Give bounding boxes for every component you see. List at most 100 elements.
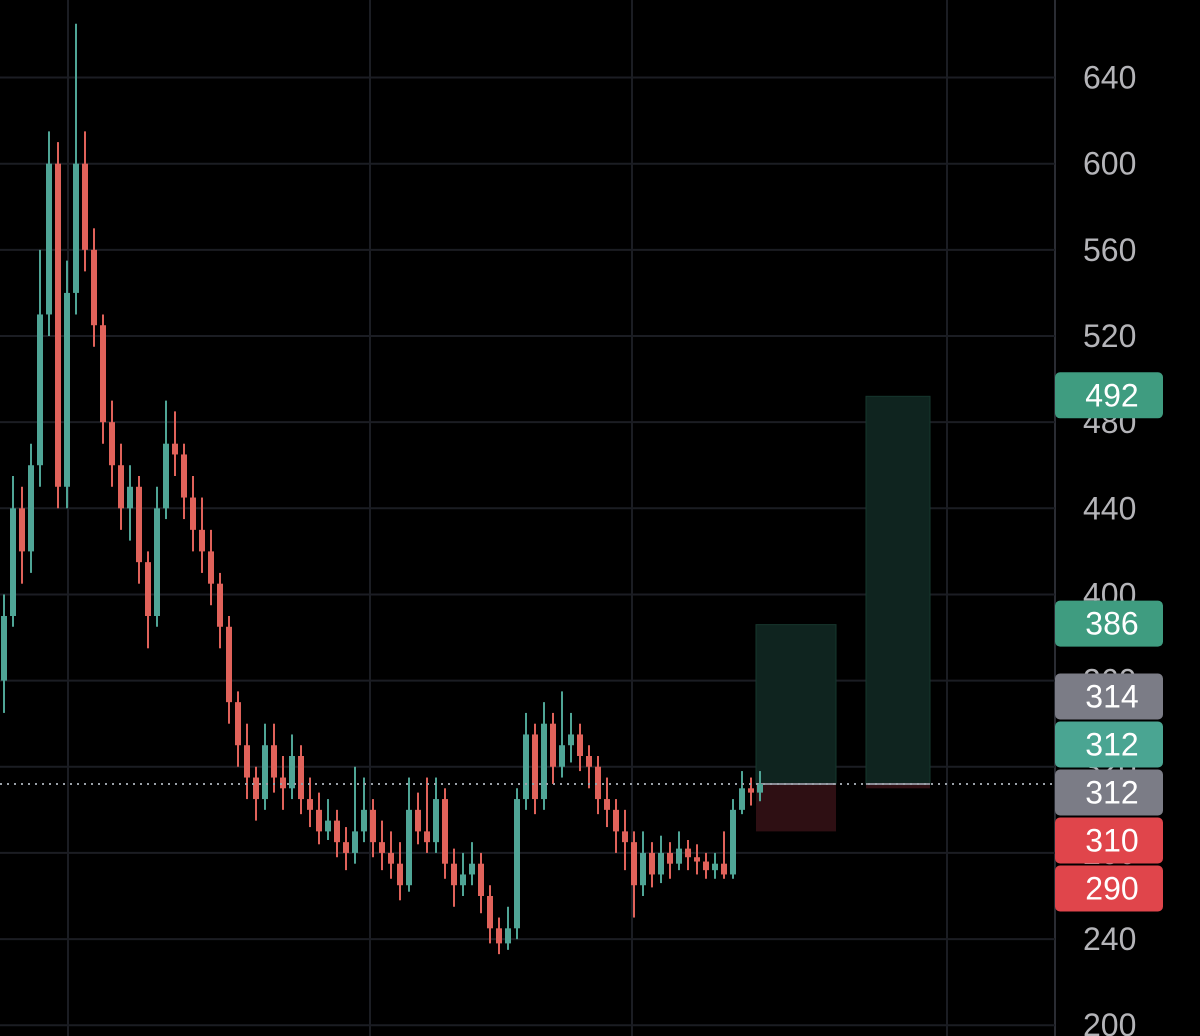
- candle-body: [685, 848, 691, 858]
- candle-body: [604, 799, 610, 810]
- candle-body: [307, 799, 313, 810]
- y-tick-label: 520: [1083, 318, 1136, 354]
- candle-body: [631, 842, 637, 886]
- candle-body: [649, 852, 655, 875]
- candle-body: [370, 809, 376, 843]
- candle-body: [352, 831, 358, 853]
- candle-body: [424, 831, 430, 843]
- candle-body: [181, 454, 187, 498]
- candle-body: [514, 799, 520, 929]
- candle-body: [325, 820, 331, 832]
- candle-body: [244, 745, 250, 778]
- candle-body: [262, 745, 268, 800]
- candle-body: [757, 784, 763, 793]
- candle-body: [433, 799, 439, 843]
- price-label: 290: [1085, 870, 1138, 906]
- candle-body: [118, 465, 124, 509]
- candle-body: [523, 734, 529, 800]
- candle-body: [640, 852, 646, 886]
- target-zone: [865, 395, 931, 785]
- y-tick-label: 240: [1083, 921, 1136, 957]
- candle-body: [82, 163, 88, 250]
- target-zone: [755, 624, 837, 785]
- candle-body: [460, 874, 466, 886]
- y-tick-label: 640: [1083, 60, 1136, 96]
- price-label: 492: [1085, 377, 1138, 413]
- stop-zone: [756, 784, 836, 832]
- candle-body: [1, 616, 7, 681]
- price-label-box: [1055, 817, 1163, 864]
- candle-body: [703, 861, 709, 871]
- candle-body: [712, 863, 718, 871]
- candle-body: [37, 314, 43, 466]
- candle-body: [379, 842, 385, 853]
- candle-body: [163, 443, 169, 509]
- candle-body: [271, 745, 277, 778]
- candle-body: [541, 723, 547, 800]
- candle-body: [127, 486, 133, 509]
- candle-body: [730, 809, 736, 875]
- candle-body: [748, 788, 754, 793]
- candle-body: [532, 734, 538, 800]
- price-label-box: [1055, 865, 1163, 912]
- stop-zone: [866, 784, 930, 789]
- candle-body: [217, 583, 223, 627]
- y-tick-label: 440: [1083, 490, 1136, 526]
- price-label: 312: [1085, 726, 1138, 762]
- candle-body: [559, 745, 565, 767]
- candle-body: [721, 863, 727, 875]
- candle-body: [487, 896, 493, 929]
- candle-body: [595, 766, 601, 800]
- y-tick-label: 600: [1083, 146, 1136, 182]
- price-label: 314: [1085, 678, 1138, 714]
- candle-body: [361, 809, 367, 832]
- candle-body: [109, 422, 115, 466]
- candle-body: [55, 163, 61, 487]
- candle-body: [226, 626, 232, 703]
- candle-body: [235, 702, 241, 746]
- candle-body: [469, 863, 475, 875]
- candle-body: [442, 799, 448, 864]
- price-label: 312: [1085, 774, 1138, 810]
- candle-body: [406, 809, 412, 886]
- candle-body: [658, 852, 664, 875]
- price-label-box: [1055, 372, 1163, 419]
- candle-body: [622, 831, 628, 843]
- candle-body: [694, 857, 700, 862]
- candle-body: [280, 777, 286, 789]
- candle-body: [253, 777, 259, 800]
- candle-body: [46, 163, 52, 315]
- candle-body: [496, 928, 502, 944]
- candle-body: [568, 734, 574, 746]
- candle-body: [478, 863, 484, 896]
- candle-body: [91, 249, 97, 326]
- candle-body: [577, 734, 583, 756]
- y-tick-label: 200: [1083, 1007, 1136, 1036]
- candle-body: [739, 788, 745, 810]
- candle-body: [451, 863, 457, 886]
- candle-body: [550, 723, 556, 767]
- candle-body: [64, 292, 70, 487]
- candle-body: [613, 809, 619, 832]
- candle-body: [415, 809, 421, 832]
- price-label-box: [1055, 769, 1163, 816]
- price-label-box: [1055, 721, 1163, 768]
- price-label-box: [1055, 600, 1163, 647]
- candle-body: [298, 756, 304, 800]
- candle-body: [334, 820, 340, 843]
- candle-body: [136, 486, 142, 563]
- price-label-box: [1055, 673, 1163, 720]
- candle-body: [100, 325, 106, 423]
- candle-body: [10, 508, 16, 616]
- candle-body: [388, 852, 394, 864]
- candle-body: [199, 529, 205, 552]
- candle-body: [397, 863, 403, 886]
- price-label: 310: [1085, 822, 1138, 858]
- vertical-grid: [67, 0, 948, 1036]
- candle-body: [505, 928, 511, 944]
- candle-body: [676, 848, 682, 864]
- candle-body: [154, 508, 160, 616]
- candle-body: [73, 163, 79, 293]
